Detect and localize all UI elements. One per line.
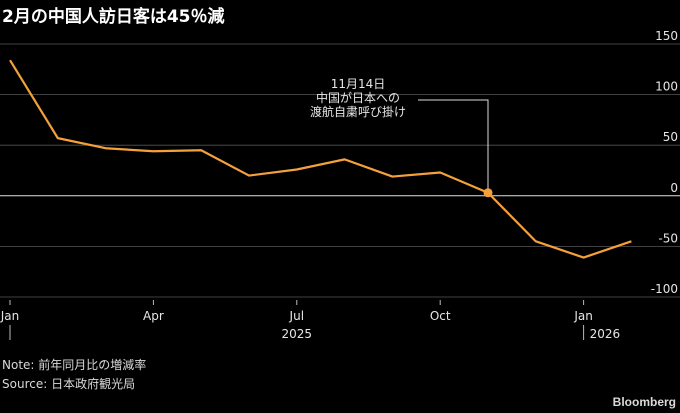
y-tick-label: -50: [658, 231, 678, 245]
footer-source: Source: 日本政府観光局: [2, 377, 136, 391]
x-tick-label: Apr: [143, 309, 164, 323]
annotation-leader: [418, 99, 489, 193]
x-tick-label: Jan: [573, 309, 593, 323]
annotation-text: 中国が日本への: [316, 90, 400, 105]
annotation-text: 渡航自粛呼び掛け: [310, 104, 406, 119]
annotation-marker: [483, 188, 493, 198]
series-line: [9, 59, 632, 259]
x-tick-label: Jul: [289, 309, 304, 323]
grid-layer: [0, 43, 680, 298]
chart-title: 2月の中国人訪日客は45％減: [2, 7, 225, 27]
year-label: 2026: [590, 327, 621, 341]
y-tick-label: -100: [651, 282, 678, 296]
y-tick-label: 100: [655, 80, 678, 94]
y-tick-label: 50: [663, 130, 678, 144]
bloomberg-logo: Bloomberg: [612, 395, 676, 409]
x-tick-label: Jan: [0, 309, 19, 323]
series-layer: [9, 59, 632, 259]
annotation-text: 11月14日: [331, 77, 386, 91]
y-tick-label: 0: [670, 181, 678, 195]
axis-layer: 150 100 50 0 -50 -100 Jan Apr Jul Oct Jan 2025 2026: [0, 29, 678, 341]
footer-note: Note: 前年同月比の増減率: [2, 358, 147, 372]
y-tick-label: 150: [655, 29, 678, 43]
year-label: 2025: [282, 327, 313, 341]
x-tick-label: Oct: [430, 309, 451, 323]
